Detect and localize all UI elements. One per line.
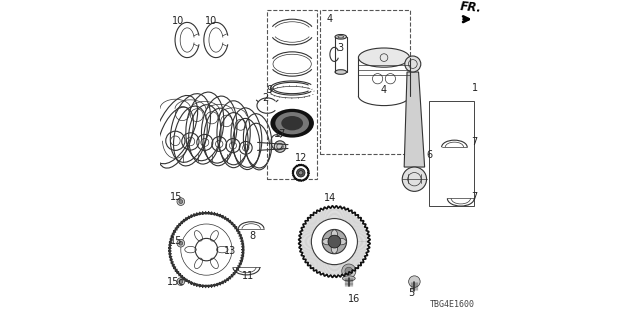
Text: 7: 7 [471, 137, 477, 148]
Circle shape [322, 229, 347, 254]
Circle shape [409, 276, 420, 287]
Text: 12: 12 [295, 153, 308, 164]
Circle shape [275, 141, 285, 152]
Ellipse shape [323, 238, 333, 245]
Ellipse shape [335, 35, 347, 39]
Text: 7: 7 [471, 192, 477, 202]
Circle shape [405, 56, 421, 72]
Text: 4: 4 [326, 14, 333, 24]
Circle shape [177, 278, 185, 285]
Ellipse shape [342, 276, 355, 281]
Text: 4: 4 [381, 84, 387, 95]
Ellipse shape [358, 48, 410, 67]
Bar [268, 10, 317, 179]
Circle shape [179, 241, 183, 245]
Ellipse shape [336, 238, 346, 245]
Circle shape [177, 198, 185, 205]
Text: 10: 10 [172, 16, 185, 26]
Text: 8: 8 [250, 231, 256, 241]
Text: TBG4E1600: TBG4E1600 [430, 300, 475, 309]
Text: 1: 1 [472, 83, 478, 93]
Circle shape [345, 267, 353, 275]
Text: 6: 6 [426, 150, 433, 160]
Text: 11: 11 [241, 271, 254, 281]
Ellipse shape [270, 109, 314, 138]
Circle shape [402, 167, 427, 191]
Text: 17: 17 [274, 129, 286, 139]
Text: 13: 13 [223, 246, 236, 256]
Circle shape [179, 200, 183, 204]
Circle shape [328, 235, 340, 248]
Circle shape [342, 264, 356, 278]
Polygon shape [404, 72, 425, 167]
Text: 9: 9 [266, 85, 273, 95]
Text: 2: 2 [262, 92, 268, 103]
Text: 14: 14 [323, 193, 336, 204]
Bar [429, 101, 474, 206]
Circle shape [177, 239, 185, 247]
Text: 5: 5 [408, 288, 414, 298]
Ellipse shape [335, 70, 347, 74]
Text: 10: 10 [205, 16, 218, 26]
Ellipse shape [332, 230, 338, 240]
Text: 3: 3 [338, 43, 344, 53]
Text: 15: 15 [170, 192, 182, 202]
Circle shape [179, 280, 183, 284]
Ellipse shape [332, 243, 338, 253]
Circle shape [299, 171, 303, 175]
Ellipse shape [275, 112, 309, 134]
Text: 15: 15 [170, 236, 182, 246]
Bar [320, 10, 410, 154]
Text: FR.: FR. [460, 0, 482, 14]
Circle shape [296, 169, 305, 177]
Text: 15c: 15c [167, 277, 185, 287]
Ellipse shape [282, 116, 303, 130]
Text: 16: 16 [348, 294, 361, 304]
